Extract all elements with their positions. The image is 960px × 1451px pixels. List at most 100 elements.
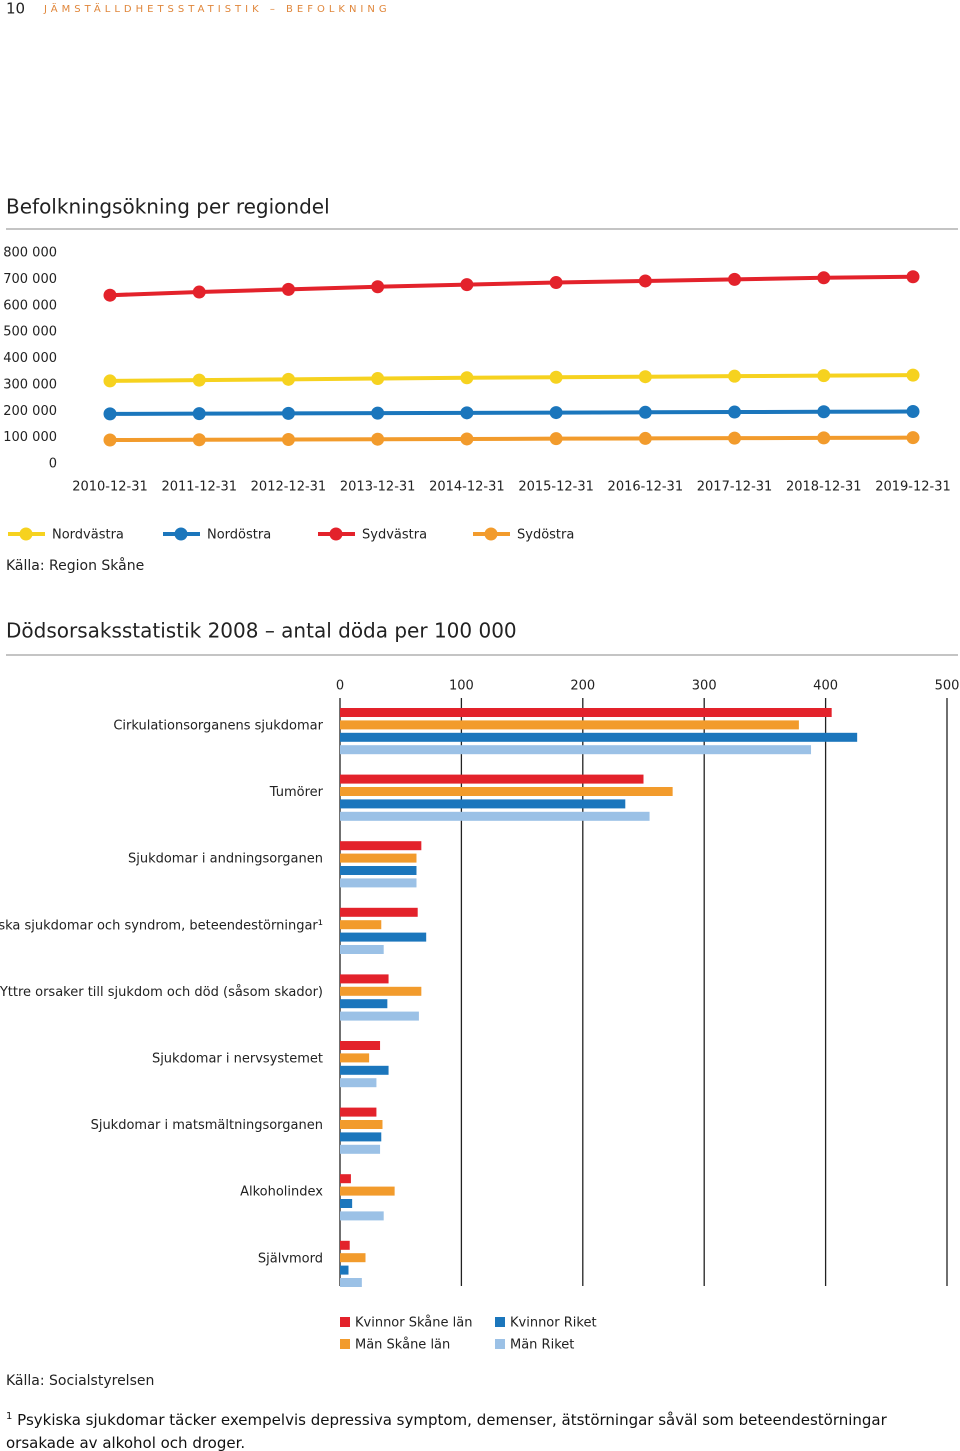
category-label: Sjukdomar i nervsystemet [152, 1052, 323, 1067]
y-tick-label: 600 000 [3, 298, 57, 313]
legend-label: Sydvästra [362, 528, 427, 543]
chart-title: Befolkningsökning per regiondel [6, 195, 330, 219]
point [906, 270, 920, 284]
legend-label: Nordöstra [207, 528, 271, 543]
y-tick-label: 0 [49, 457, 57, 472]
category-label: Självmord [258, 1251, 323, 1266]
category-label: Psykiska sjukdomar och syndrom, beteende… [0, 918, 323, 933]
chart-title: Dödsorsaksstatistik 2008 – antal döda pe… [6, 619, 517, 643]
x-tick-label: 2014-12-31 [429, 480, 505, 495]
bar [340, 1144, 381, 1154]
point [549, 276, 563, 290]
bar [340, 907, 418, 917]
point [728, 431, 742, 445]
point [281, 432, 295, 446]
legend-label: Män Skåne län [355, 1338, 450, 1353]
x-tick-label: 0 [336, 679, 344, 694]
x-tick-label: 100 [449, 679, 474, 694]
point [371, 280, 385, 294]
point [638, 274, 652, 288]
point [549, 370, 563, 384]
y-tick-label: 100 000 [3, 430, 57, 445]
point [549, 406, 563, 420]
bar [340, 1065, 389, 1075]
bar [340, 1265, 349, 1275]
bar [340, 841, 422, 851]
point [906, 368, 920, 382]
bar [340, 920, 382, 930]
bar [340, 1078, 377, 1088]
y-tick-label: 400 000 [3, 351, 57, 366]
category-label: Sjukdomar i andningsorganen [128, 852, 323, 867]
legend-swatch [174, 527, 188, 541]
point [817, 369, 831, 383]
bar [340, 799, 626, 809]
running-title: JÄMSTÄLLDHETSSTATISTIK – BEFOLKNING [43, 2, 391, 15]
point [371, 432, 385, 446]
bar [340, 1107, 377, 1117]
bar [340, 1120, 383, 1129]
point [460, 371, 474, 385]
bar [340, 999, 388, 1009]
x-tick-label: 2019-12-31 [875, 480, 951, 495]
bar [340, 774, 644, 784]
x-tick-label: 400 [813, 679, 838, 694]
bar [340, 945, 384, 954]
x-tick-label: 2013-12-31 [340, 480, 416, 495]
bar [340, 1278, 362, 1287]
point [460, 406, 474, 420]
point [460, 432, 474, 446]
point [103, 433, 117, 447]
source: Källa: Region Skåne [6, 557, 144, 574]
point [549, 432, 563, 446]
x-tick-label: 2017-12-31 [697, 480, 773, 495]
x-tick-label: 2018-12-31 [786, 480, 862, 495]
y-tick-label: 300 000 [3, 377, 57, 392]
x-tick-label: 2015-12-31 [518, 480, 594, 495]
footnote-marker: 1 [6, 1411, 13, 1422]
point [728, 369, 742, 383]
bar [340, 1211, 384, 1221]
point [281, 372, 295, 386]
category-label: Alkoholindex [240, 1185, 323, 1200]
bar [340, 745, 812, 755]
bar [340, 1253, 366, 1263]
page-number: 10 [6, 0, 25, 18]
bar [340, 932, 427, 942]
x-tick-label: 2011-12-31 [161, 480, 237, 495]
point [192, 407, 206, 421]
category-label: Cirkulationsorganens sjukdomar [113, 719, 323, 734]
point [817, 431, 831, 445]
x-tick-label: 2016-12-31 [608, 480, 684, 495]
bar [340, 811, 650, 821]
point [281, 282, 295, 296]
x-tick-label: 300 [692, 679, 717, 694]
bar [340, 1174, 351, 1184]
legend-swatch [340, 1339, 350, 1349]
legend-swatch [329, 527, 343, 541]
point [192, 433, 206, 447]
legend-label: Kvinnor Riket [510, 1316, 597, 1331]
bar [340, 787, 673, 796]
bar [340, 1132, 382, 1142]
bar [340, 1240, 350, 1250]
category-label: Yttre orsaker till sjukdom och död (såso… [0, 985, 323, 1000]
source: Källa: Socialstyrelsen [6, 1373, 154, 1389]
legend-label: Män Riket [510, 1338, 574, 1353]
bar [340, 1199, 353, 1208]
bar [340, 1053, 370, 1063]
legend-swatch [484, 527, 498, 541]
point [103, 407, 117, 421]
bar [340, 1186, 395, 1196]
point [728, 405, 742, 419]
footnote: 1 Psykiska sjukdomar täcker exempelvis d… [6, 1405, 946, 1451]
legend-label: Sydöstra [517, 528, 574, 543]
category-label: Sjukdomar i matsmältningsorganen [91, 1118, 323, 1133]
point [817, 405, 831, 419]
y-tick-label: 700 000 [3, 272, 57, 287]
category-label: Tumörer [269, 785, 324, 800]
legend-swatch [340, 1317, 350, 1327]
series-line [109, 274, 914, 298]
footnote-text: Psykiska sjukdomar täcker exempelvis dep… [6, 1411, 887, 1451]
